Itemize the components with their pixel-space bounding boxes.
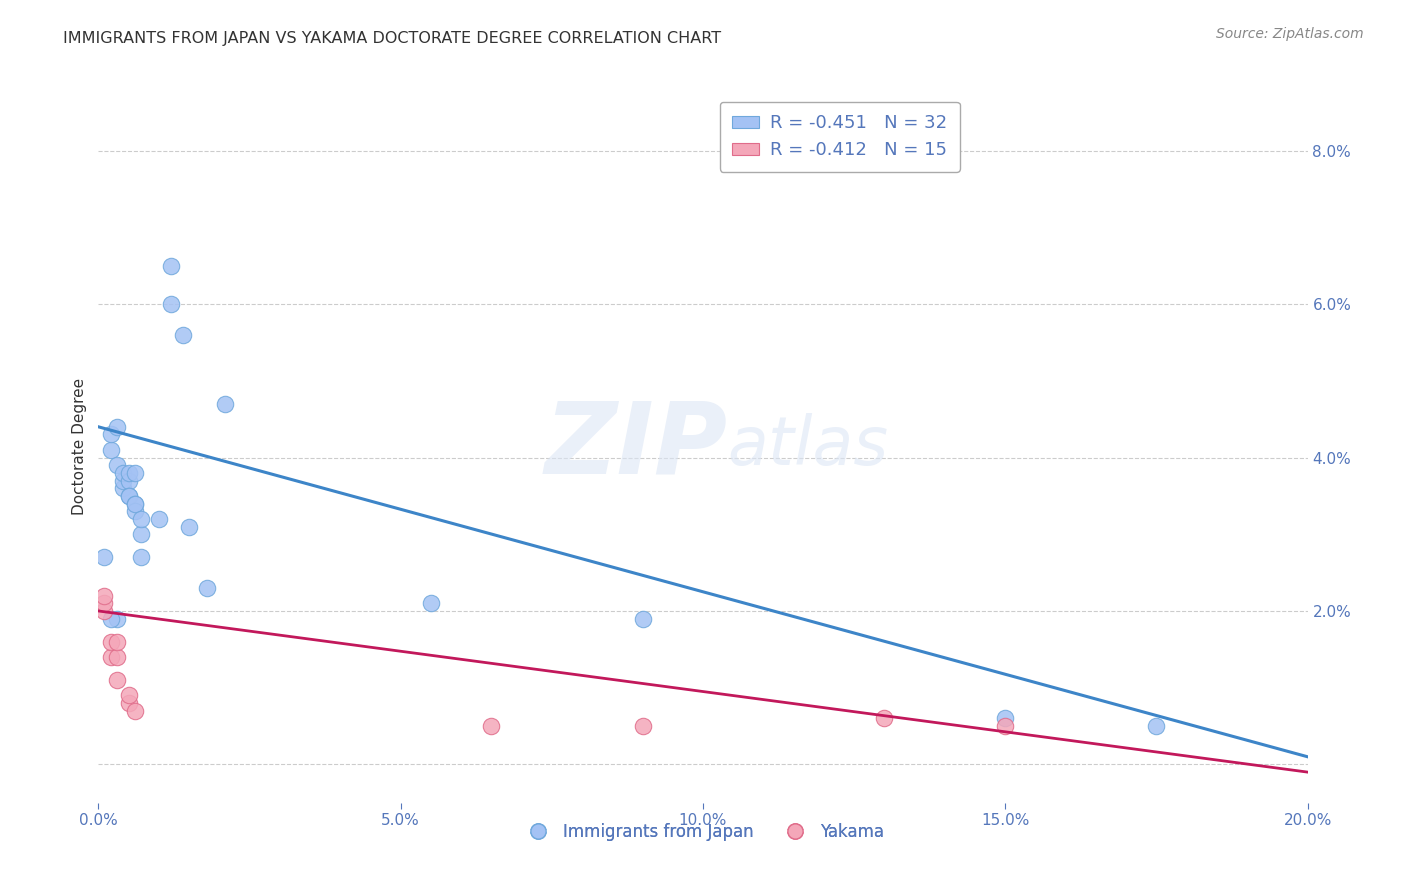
Point	[118, 474, 141, 488]
Point	[124, 497, 146, 511]
Point	[111, 466, 134, 480]
Point	[105, 458, 128, 473]
Point	[124, 504, 146, 518]
Point	[1144, 719, 1167, 733]
Point	[129, 550, 152, 565]
Point	[105, 650, 128, 665]
Text: Source: ZipAtlas.com: Source: ZipAtlas.com	[1216, 27, 1364, 41]
Point	[93, 550, 115, 565]
Text: atlas: atlas	[727, 413, 889, 479]
Point	[994, 719, 1017, 733]
Point	[124, 497, 146, 511]
Point	[214, 397, 236, 411]
Point	[631, 719, 654, 733]
Point	[93, 596, 115, 610]
Legend: Immigrants from Japan, Yakama: Immigrants from Japan, Yakama	[515, 817, 891, 848]
Point	[105, 612, 128, 626]
Point	[100, 634, 122, 648]
Point	[420, 596, 443, 610]
Point	[124, 466, 146, 480]
Point	[105, 673, 128, 687]
Point	[179, 519, 201, 533]
Point	[100, 612, 122, 626]
Point	[481, 719, 503, 733]
Point	[160, 259, 183, 273]
Point	[172, 327, 194, 342]
Point	[111, 474, 134, 488]
Point	[93, 589, 115, 603]
Point	[631, 612, 654, 626]
Point	[873, 711, 896, 725]
Text: IMMIGRANTS FROM JAPAN VS YAKAMA DOCTORATE DEGREE CORRELATION CHART: IMMIGRANTS FROM JAPAN VS YAKAMA DOCTORAT…	[63, 31, 721, 46]
Point	[100, 442, 122, 457]
Point	[100, 427, 122, 442]
Point	[994, 711, 1017, 725]
Point	[195, 581, 218, 595]
Point	[100, 650, 122, 665]
Point	[160, 297, 183, 311]
Text: ZIP: ZIP	[544, 398, 727, 494]
Point	[118, 696, 141, 710]
Point	[118, 489, 141, 503]
Point	[105, 634, 128, 648]
Point	[124, 704, 146, 718]
Point	[118, 689, 141, 703]
Point	[129, 527, 152, 541]
Point	[129, 512, 152, 526]
Point	[118, 489, 141, 503]
Point	[111, 481, 134, 495]
Point	[93, 604, 115, 618]
Y-axis label: Doctorate Degree: Doctorate Degree	[72, 377, 87, 515]
Point	[105, 419, 128, 434]
Point	[118, 466, 141, 480]
Point	[148, 512, 170, 526]
